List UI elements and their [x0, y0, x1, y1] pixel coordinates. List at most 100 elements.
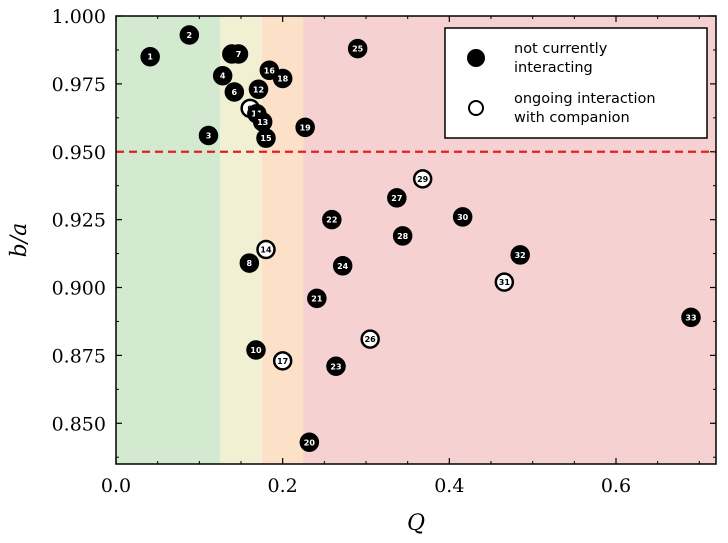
point-marker-filled — [299, 432, 320, 453]
point-label: 16 — [264, 66, 276, 75]
point-marker-open — [272, 351, 293, 371]
y-tick-label: 1.000 — [52, 6, 106, 28]
point-marker-filled — [387, 188, 407, 208]
point-label: 1 — [147, 53, 153, 62]
point-marker-filled — [347, 38, 368, 59]
point-label: 12 — [253, 85, 264, 94]
point-marker-filled — [307, 288, 327, 309]
data-point: 31 — [494, 272, 515, 292]
x-tick-label: 0.4 — [434, 475, 464, 497]
y-tick-label: 0.850 — [52, 413, 106, 435]
y-tick-label: 0.975 — [52, 74, 106, 96]
data-point: 25 — [347, 38, 368, 59]
legend-label-line: interacting — [514, 60, 593, 76]
x-tick-label: 0.6 — [601, 475, 631, 497]
data-point: 2 — [179, 25, 200, 45]
y-tick-label: 0.925 — [52, 210, 106, 232]
data-point: 19 — [295, 117, 315, 138]
data-point: 29 — [412, 169, 433, 189]
data-point: 21 — [307, 288, 327, 309]
legend-marker-filled — [467, 49, 485, 67]
point-marker-open — [494, 272, 515, 292]
data-point: 26 — [360, 329, 380, 349]
background-band — [116, 16, 221, 464]
point-marker-filled — [246, 340, 266, 360]
point-marker-filled — [239, 253, 260, 273]
point-label: 14 — [260, 246, 272, 255]
data-point: 32 — [510, 245, 530, 265]
data-point: 1 — [140, 46, 160, 67]
point-marker-filled — [248, 79, 269, 100]
point-label: 29 — [417, 175, 429, 184]
point-label: 6 — [232, 88, 238, 97]
point-label: 23 — [330, 362, 341, 371]
point-marker-filled — [256, 128, 276, 148]
legend-marker-open — [468, 100, 484, 116]
point-label: 17 — [277, 357, 288, 366]
point-label: 2 — [187, 31, 193, 40]
data-point: 14 — [256, 239, 276, 260]
data-point: 30 — [452, 207, 473, 227]
legend-label-line: with companion — [514, 110, 630, 126]
data-point: 7 — [228, 44, 249, 64]
data-point: 18 — [272, 68, 293, 89]
point-label: 21 — [311, 294, 323, 303]
data-points: 1234576911121315161819258141017202122232… — [140, 25, 701, 453]
point-marker-filled — [510, 245, 530, 265]
point-marker-filled — [681, 307, 701, 328]
point-label: 20 — [304, 438, 316, 447]
data-point: 15 — [256, 128, 276, 148]
point-label: 7 — [236, 50, 242, 59]
point-label: 13 — [257, 118, 268, 127]
point-marker-filled — [326, 356, 346, 377]
point-label: 19 — [300, 123, 312, 132]
data-point: 27 — [387, 188, 407, 208]
point-label: 3 — [206, 131, 212, 140]
data-point: 23 — [326, 356, 346, 377]
point-label: 10 — [250, 346, 262, 355]
point-marker-filled — [224, 82, 245, 102]
legend-box — [444, 27, 708, 139]
point-marker-filled — [452, 207, 473, 227]
data-point: 22 — [322, 209, 342, 230]
point-label: 26 — [365, 335, 377, 344]
point-label: 31 — [499, 278, 511, 287]
point-marker-open — [256, 239, 276, 260]
point-marker-filled — [228, 44, 249, 64]
data-point: 24 — [332, 256, 353, 276]
point-label: 18 — [277, 74, 289, 83]
data-point: 20 — [299, 432, 320, 453]
point-marker-filled — [272, 68, 293, 89]
data-point: 10 — [246, 340, 266, 360]
point-label: 24 — [337, 262, 349, 271]
background-band — [261, 16, 304, 464]
point-marker-filled — [179, 25, 200, 45]
y-tick-label: 0.950 — [52, 142, 106, 164]
y-axis-label: b/a — [7, 223, 32, 258]
x-tick-label: 0.2 — [268, 475, 298, 497]
point-label: 8 — [247, 259, 253, 268]
point-label: 4 — [220, 72, 226, 81]
data-point: 3 — [198, 125, 219, 146]
data-point: 8 — [239, 253, 260, 273]
point-label: 15 — [260, 134, 272, 143]
data-point: 33 — [681, 307, 701, 328]
point-marker-filled — [295, 117, 315, 138]
point-label: 32 — [515, 251, 526, 260]
point-label: 28 — [397, 232, 409, 241]
point-marker-open — [412, 169, 433, 189]
point-label: 27 — [391, 194, 402, 203]
point-marker-filled — [140, 46, 160, 67]
legend: not currently interacting ongoing intera… — [444, 27, 708, 139]
point-marker-filled — [198, 125, 219, 146]
x-axis-label: Q — [407, 511, 425, 536]
y-tick-label: 0.900 — [52, 278, 106, 300]
point-label: 25 — [352, 45, 364, 54]
y-tick-label: 0.875 — [52, 345, 106, 367]
legend-label-line: ongoing interaction — [514, 91, 656, 107]
point-marker-filled — [322, 209, 342, 230]
point-marker-filled — [392, 226, 413, 246]
data-point: 6 — [224, 82, 245, 102]
point-label: 33 — [685, 313, 696, 322]
plot-frame — [115, 15, 717, 465]
